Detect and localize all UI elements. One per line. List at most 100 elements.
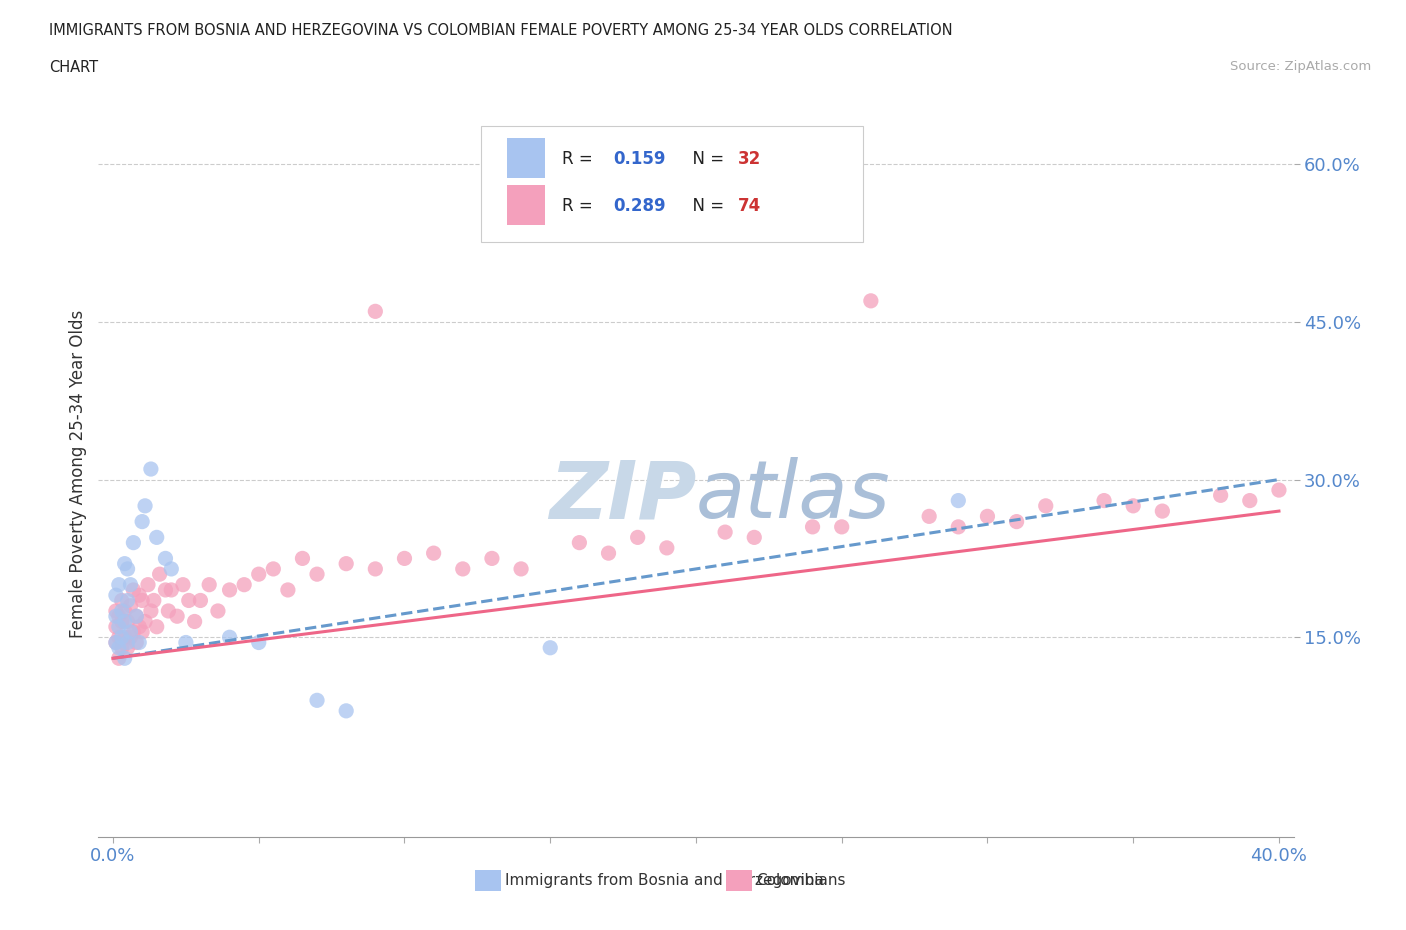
Point [183, 614, 205, 629]
Point [111, 630, 134, 644]
Point [122, 582, 145, 597]
Text: R =: R = [562, 151, 598, 168]
Point [114, 604, 136, 618]
Point [117, 635, 139, 650]
Point [451, 562, 474, 577]
Text: 32: 32 [738, 151, 761, 168]
Point [111, 593, 134, 608]
Point [120, 598, 142, 613]
Point [149, 566, 172, 581]
Point [233, 578, 256, 592]
Point [305, 693, 328, 708]
Point [117, 641, 139, 656]
Point [291, 551, 314, 565]
Point [1035, 498, 1057, 513]
Point [128, 635, 150, 650]
Point [108, 619, 131, 634]
Point [1268, 483, 1291, 498]
Point [160, 562, 183, 577]
Text: N =: N = [682, 197, 728, 215]
Point [918, 509, 941, 524]
Point [125, 609, 148, 624]
Point [111, 641, 134, 656]
Point [422, 546, 444, 561]
Point [111, 614, 134, 629]
Point [277, 582, 299, 597]
Point [948, 520, 970, 535]
Text: 0.159: 0.159 [613, 151, 666, 168]
Point [948, 493, 970, 508]
Text: atlas: atlas [696, 457, 891, 535]
Point [104, 588, 127, 603]
Point [155, 551, 177, 565]
Point [976, 509, 998, 524]
Point [335, 703, 357, 718]
Point [207, 604, 229, 618]
Point [104, 635, 127, 650]
Point [108, 578, 131, 592]
Y-axis label: Female Poverty Among 25-34 Year Olds: Female Poverty Among 25-34 Year Olds [69, 311, 87, 638]
Point [136, 578, 159, 592]
Point [145, 530, 167, 545]
Point [1092, 493, 1115, 508]
Point [120, 625, 142, 640]
Point [131, 593, 153, 608]
Point [364, 304, 387, 319]
Point [1209, 488, 1232, 503]
Point [174, 635, 197, 650]
Point [120, 578, 142, 592]
Point [394, 551, 416, 565]
Point [714, 525, 737, 539]
FancyBboxPatch shape [508, 185, 546, 225]
Text: 0.289: 0.289 [613, 197, 666, 215]
Point [166, 609, 188, 624]
Point [155, 582, 177, 597]
Point [117, 593, 139, 608]
Text: 74: 74 [738, 197, 761, 215]
Point [190, 593, 212, 608]
Point [198, 578, 221, 592]
Point [568, 535, 591, 550]
Point [117, 614, 139, 629]
Point [1152, 504, 1174, 519]
Point [1239, 493, 1261, 508]
Point [104, 609, 127, 624]
Point [108, 609, 131, 624]
Point [125, 609, 148, 624]
FancyBboxPatch shape [481, 126, 863, 242]
Point [104, 604, 127, 618]
Point [742, 530, 765, 545]
Point [364, 562, 387, 577]
Text: IMMIGRANTS FROM BOSNIA AND HERZEGOVINA VS COLOMBIAN FEMALE POVERTY AMONG 25-34 Y: IMMIGRANTS FROM BOSNIA AND HERZEGOVINA V… [49, 23, 953, 38]
Text: Immigrants from Bosnia and Herzegovina: Immigrants from Bosnia and Herzegovina [505, 873, 824, 888]
Text: Colombians: Colombians [756, 873, 845, 888]
Point [172, 578, 194, 592]
Point [139, 461, 162, 476]
Point [128, 619, 150, 634]
Point [122, 535, 145, 550]
Point [108, 641, 131, 656]
Point [114, 651, 136, 666]
Point [218, 582, 240, 597]
Point [125, 635, 148, 650]
Point [131, 625, 153, 640]
Point [538, 641, 561, 656]
Point [134, 614, 156, 629]
Text: Source: ZipAtlas.com: Source: ZipAtlas.com [1230, 60, 1371, 73]
Point [627, 530, 650, 545]
Point [305, 566, 328, 581]
Point [218, 630, 240, 644]
Point [104, 619, 127, 634]
Point [177, 593, 200, 608]
Point [131, 514, 153, 529]
Point [160, 582, 183, 597]
Text: N =: N = [682, 151, 728, 168]
Point [247, 566, 270, 581]
Point [1122, 498, 1144, 513]
FancyBboxPatch shape [475, 870, 501, 891]
Text: R =: R = [562, 197, 598, 215]
Point [134, 498, 156, 513]
Point [510, 562, 533, 577]
Point [598, 546, 620, 561]
Point [801, 520, 824, 535]
